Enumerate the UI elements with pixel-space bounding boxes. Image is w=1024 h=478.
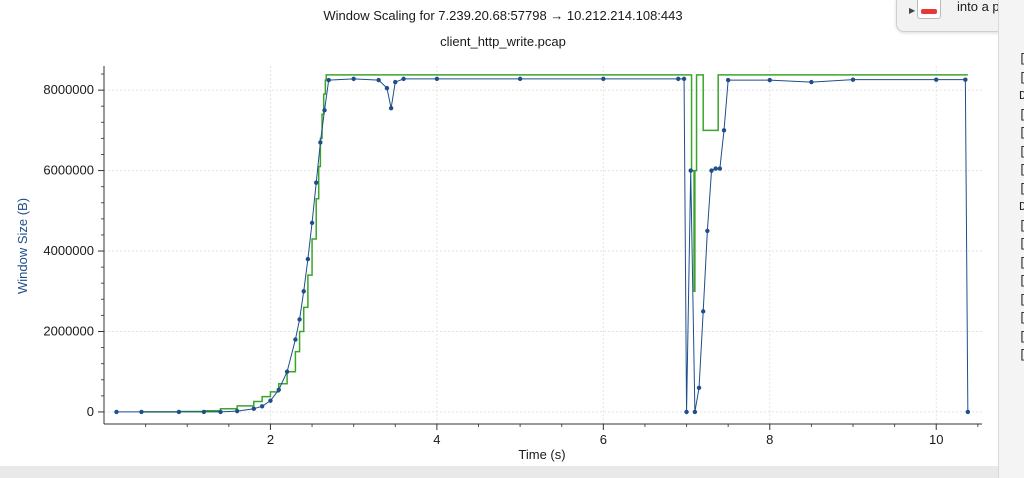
data-point [688, 168, 693, 173]
data-point [717, 166, 723, 171]
side-panel-item: [ [1019, 237, 1024, 251]
x-axis-label: Time (s) [518, 447, 565, 462]
side-panel-item: [ [1019, 145, 1024, 159]
data-point [259, 404, 265, 409]
grid-layer [104, 66, 982, 424]
data-point [601, 76, 606, 82]
record-badge-icon [917, 0, 941, 19]
side-panel-item: [ [1019, 311, 1024, 325]
data-point [176, 409, 182, 415]
data-point [963, 77, 968, 82]
side-panel-item: [ [1019, 52, 1024, 66]
data-point [401, 76, 406, 82]
data-point [297, 317, 302, 322]
data-point [293, 337, 298, 342]
data-point [725, 77, 731, 83]
data-point [934, 77, 939, 82]
data-point [276, 387, 281, 393]
data-point [767, 77, 772, 83]
data-point [376, 77, 381, 83]
x-tick-label: 8 [766, 432, 773, 447]
x-tick-label: 2 [267, 432, 274, 447]
data-point [284, 369, 290, 374]
y-tick-label: 6000000 [43, 163, 94, 178]
x-tick-label: 4 [433, 432, 440, 447]
data-point [676, 76, 681, 82]
data-point [721, 128, 727, 133]
side-panel: [ [ D [ [ [ [ [ D [ [ [ [ [ [ [ [ [998, 0, 1024, 478]
data-point [434, 76, 440, 82]
y-tick-label: 8000000 [43, 82, 94, 97]
side-panel-item: [ [1019, 163, 1024, 177]
data-point [705, 228, 710, 234]
data-point [809, 79, 814, 85]
side-panel-item: D [1019, 200, 1024, 214]
data-point [696, 385, 702, 390]
chart-title: Window Scaling for 7.239.20.68:57798 → 1… [323, 8, 682, 23]
data-point [309, 220, 315, 226]
data-point [251, 406, 257, 411]
side-panel-item: [ [1019, 274, 1024, 288]
side-panel-item: D [1019, 89, 1024, 103]
data-point [393, 79, 398, 85]
data-point [517, 76, 523, 82]
side-panel-item: [ [1019, 71, 1024, 85]
data-point [318, 140, 323, 145]
data-point [388, 106, 394, 111]
data-point [322, 108, 327, 113]
data-point [301, 289, 306, 294]
side-panel-item: [ [1019, 330, 1024, 344]
y-tick-label: 2000000 [43, 323, 94, 338]
chart-subtitle: client_http_write.pcap [440, 34, 566, 49]
data-point [139, 409, 144, 415]
data-point [684, 409, 689, 415]
data-point [201, 409, 207, 415]
data-point [114, 409, 119, 415]
point-series-line [116, 78, 969, 413]
data-point [713, 166, 718, 171]
side-panel-item: [ [1019, 219, 1024, 233]
chart-panel: Window Scaling for 7.239.20.68:57798 → 1… [0, 0, 998, 466]
data-point [384, 85, 390, 91]
data-point [681, 76, 687, 82]
side-panel-item: [ [1019, 108, 1024, 122]
side-panel-item: [ [1019, 182, 1024, 196]
window-scaling-chart[interactable]: Window Scaling for 7.239.20.68:57798 → 1… [0, 0, 998, 466]
data-point [314, 180, 319, 185]
data-point [850, 77, 856, 82]
data-point [218, 409, 223, 415]
data-point [709, 168, 714, 173]
x-tick-label: 6 [600, 432, 607, 447]
y-tick-label: 4000000 [43, 243, 94, 258]
side-panel-item: [ [1019, 348, 1024, 362]
y-tick-label: 0 [87, 404, 94, 419]
data-point [305, 256, 311, 262]
step-series-line [141, 74, 968, 413]
side-panel-item: [ [1019, 126, 1024, 140]
data-point [965, 409, 971, 415]
data-point [326, 77, 331, 83]
y-axis-label: Window Size (B) [15, 198, 30, 294]
data-point [692, 409, 698, 415]
side-panel-item: [ [1019, 293, 1024, 307]
data-point [701, 309, 706, 314]
data-point [268, 398, 273, 403]
disclosure-arrow-icon[interactable]: ▶ [909, 6, 916, 15]
x-tick-label: 10 [929, 432, 943, 447]
data-point [234, 408, 240, 414]
axes-layer: 2 4 6 8 10 0 2000000 4000000 6000000 8000000 [43, 66, 982, 447]
series-layer [114, 74, 971, 415]
data-point [351, 76, 356, 82]
side-panel-item: [ [1019, 256, 1024, 270]
